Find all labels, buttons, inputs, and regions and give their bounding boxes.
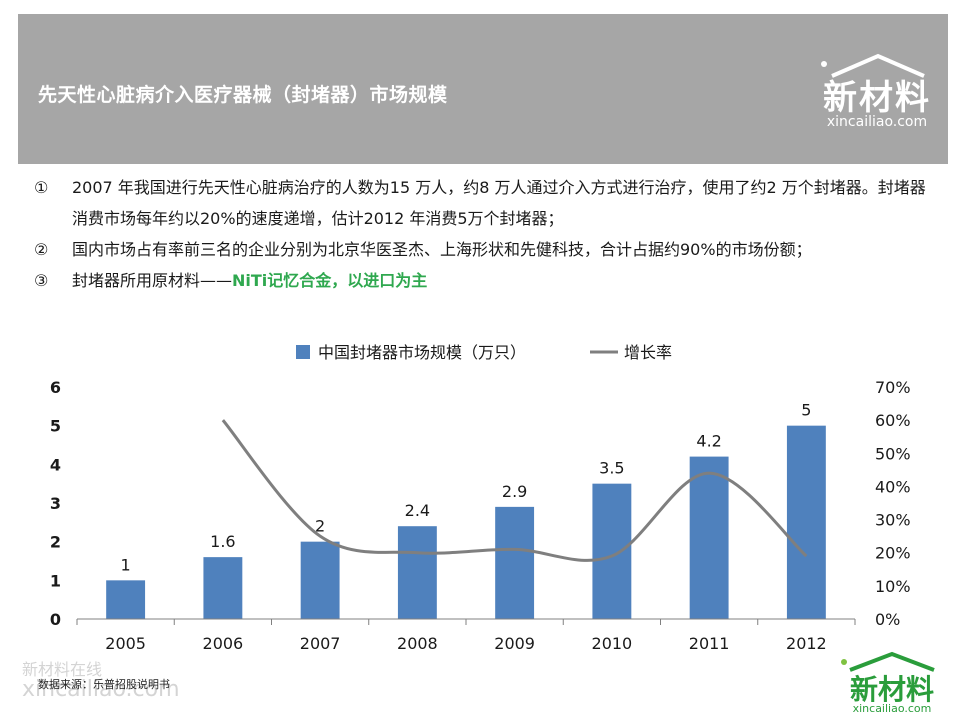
bullet-item: ③ 封堵器所用原材料——NiTi记忆合金，以进口为主 [34,265,934,296]
bullet-text: 2007 年我国进行先天性心脏病治疗的人数为15 万人，约8 万人通过介入方式进… [72,178,926,228]
y-right-tick-label: 30% [875,511,911,530]
y-right-tick-label: 50% [875,444,911,463]
x-tick-label: 2010 [592,634,633,653]
x-tick-label: 2011 [689,634,730,653]
house-roof-icon [821,53,925,78]
watermark: 新材料在线 xincailiao.com [22,660,180,702]
bar [203,557,243,619]
x-tick-label: 2005 [105,634,146,653]
x-tick-label: 2012 [786,634,827,653]
logo-domain: xincailiao.com [826,114,928,130]
y-right-tick-label: 70% [875,378,911,397]
bullet-text: 国内市场占有率前三名的企业分别为北京华医圣杰、上海形状和先健科技，合计占据约90… [72,240,812,259]
bullet-item: ② 国内市场占有率前三名的企业分别为北京华医圣杰、上海形状和先健科技，合计占据约… [34,234,934,265]
bullet-list: ① 2007 年我国进行先天性心脏病治疗的人数为15 万人，约8 万人通过介入方… [34,172,934,296]
title-banner: 先天性心脏病介入医疗器械（封堵器）市场规模 新材料 xincailiao.com [18,14,948,164]
x-tick-label: 2007 [300,634,341,653]
watermark-domain: xincailiao.com [22,677,180,702]
y-right-tick-label: 20% [875,544,911,563]
legend-line-label: 增长率 [624,343,672,362]
bullet-number: ③ [34,271,49,290]
footer-logo-chinese: 新材料 [849,673,934,706]
bar [689,456,729,619]
logo-chinese: 新材料 [823,78,931,118]
bar [495,506,535,619]
bar-data-label: 2 [315,517,325,536]
bullet-highlight: NiTi记忆合金，以进口为主 [232,271,428,290]
y-right-tick-label: 40% [875,477,911,496]
x-tick-label: 2008 [397,634,438,653]
bar [592,483,632,619]
y-right-tick-label: 0% [875,610,900,629]
footer-logo-domain: xincailiao.com [852,702,932,715]
bar-data-label: 1.6 [210,532,235,551]
y-left-tick-label: 5 [50,417,61,436]
bar [106,580,146,619]
bar-data-label: 4.2 [696,432,721,451]
legend-bar-swatch [296,345,310,359]
bar-data-label: 3.5 [599,459,624,478]
bullet-number: ② [34,240,49,259]
y-left-tick-label: 2 [50,533,61,552]
y-right-tick-label: 60% [875,411,911,430]
x-tick-label: 2006 [203,634,244,653]
house-roof-icon [841,651,935,672]
bar-data-label: 2.4 [405,501,430,520]
y-right-tick-label: 10% [875,577,911,596]
market-size-chart: 01234560%10%20%30%40%50%60%70%11.622.42.… [50,343,911,653]
watermark-text: 新材料在线 [22,660,103,679]
growth-rate-line [221,419,808,562]
y-left-tick-label: 1 [50,571,61,590]
bar-data-label: 2.9 [502,482,527,501]
brand-logo: 新材料 xincailiao.com [812,50,942,140]
y-left-tick-label: 4 [50,455,61,474]
bar-data-label: 5 [801,401,811,420]
y-left-tick-label: 3 [50,494,61,513]
y-left-tick-label: 0 [50,610,61,629]
bullet-text: 封堵器所用原材料—— [72,271,233,290]
data-source: 数据来源：乐普招股说明书 [38,678,170,691]
page-title: 先天性心脏病介入医疗器械（封堵器）市场规模 [38,84,448,106]
x-tick-label: 2009 [494,634,535,653]
bar [397,526,437,619]
footer-logo: 新材料 xincailiao.com [836,650,948,715]
bar-data-label: 1 [121,555,131,574]
bar [300,541,340,619]
bar [786,425,826,619]
bullet-item: ① 2007 年我国进行先天性心脏病治疗的人数为15 万人，约8 万人通过介入方… [34,172,934,234]
y-left-tick-label: 6 [50,378,61,397]
legend-bar-label: 中国封堵器市场规模（万只） [318,343,526,362]
bullet-number: ① [34,178,49,197]
